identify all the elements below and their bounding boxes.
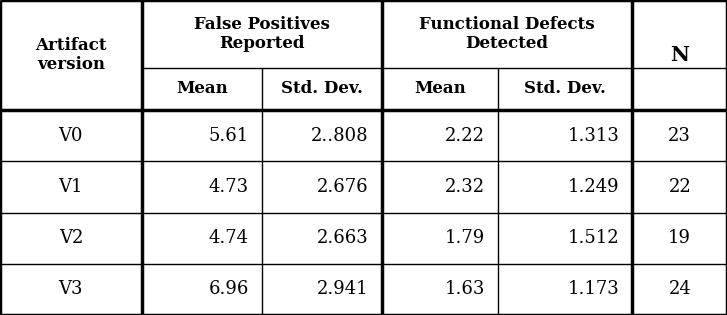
Text: False Positives
Reported: False Positives Reported — [194, 15, 329, 52]
Text: Mean: Mean — [176, 81, 228, 97]
Text: 24: 24 — [668, 280, 691, 298]
Text: 2.22: 2.22 — [445, 127, 485, 145]
Text: 23: 23 — [668, 127, 691, 145]
Text: 2.676: 2.676 — [317, 178, 369, 196]
Text: 22: 22 — [668, 178, 691, 196]
Text: 1.249: 1.249 — [568, 178, 619, 196]
Text: 6.96: 6.96 — [208, 280, 249, 298]
Text: 1.173: 1.173 — [568, 280, 619, 298]
Text: 1.79: 1.79 — [445, 229, 485, 247]
Text: 4.74: 4.74 — [209, 229, 249, 247]
Text: 2.941: 2.941 — [317, 280, 369, 298]
Text: 5.61: 5.61 — [209, 127, 249, 145]
Text: 2..808: 2..808 — [311, 127, 369, 145]
Text: 2.32: 2.32 — [445, 178, 485, 196]
Text: V0: V0 — [59, 127, 83, 145]
Text: N: N — [670, 45, 689, 65]
Text: Std. Dev.: Std. Dev. — [281, 81, 363, 97]
Text: V3: V3 — [59, 280, 83, 298]
Text: 19: 19 — [668, 229, 691, 247]
Text: 1.63: 1.63 — [444, 280, 485, 298]
Text: 1.313: 1.313 — [568, 127, 619, 145]
Text: 1.512: 1.512 — [568, 229, 619, 247]
Text: Functional Defects
Detected: Functional Defects Detected — [419, 15, 595, 52]
Text: Mean: Mean — [414, 81, 466, 97]
Text: V2: V2 — [59, 229, 83, 247]
Text: Std. Dev.: Std. Dev. — [524, 81, 606, 97]
Text: Artifact
version: Artifact version — [35, 37, 107, 73]
Text: 2.663: 2.663 — [317, 229, 369, 247]
Text: V1: V1 — [59, 178, 83, 196]
Text: 4.73: 4.73 — [209, 178, 249, 196]
